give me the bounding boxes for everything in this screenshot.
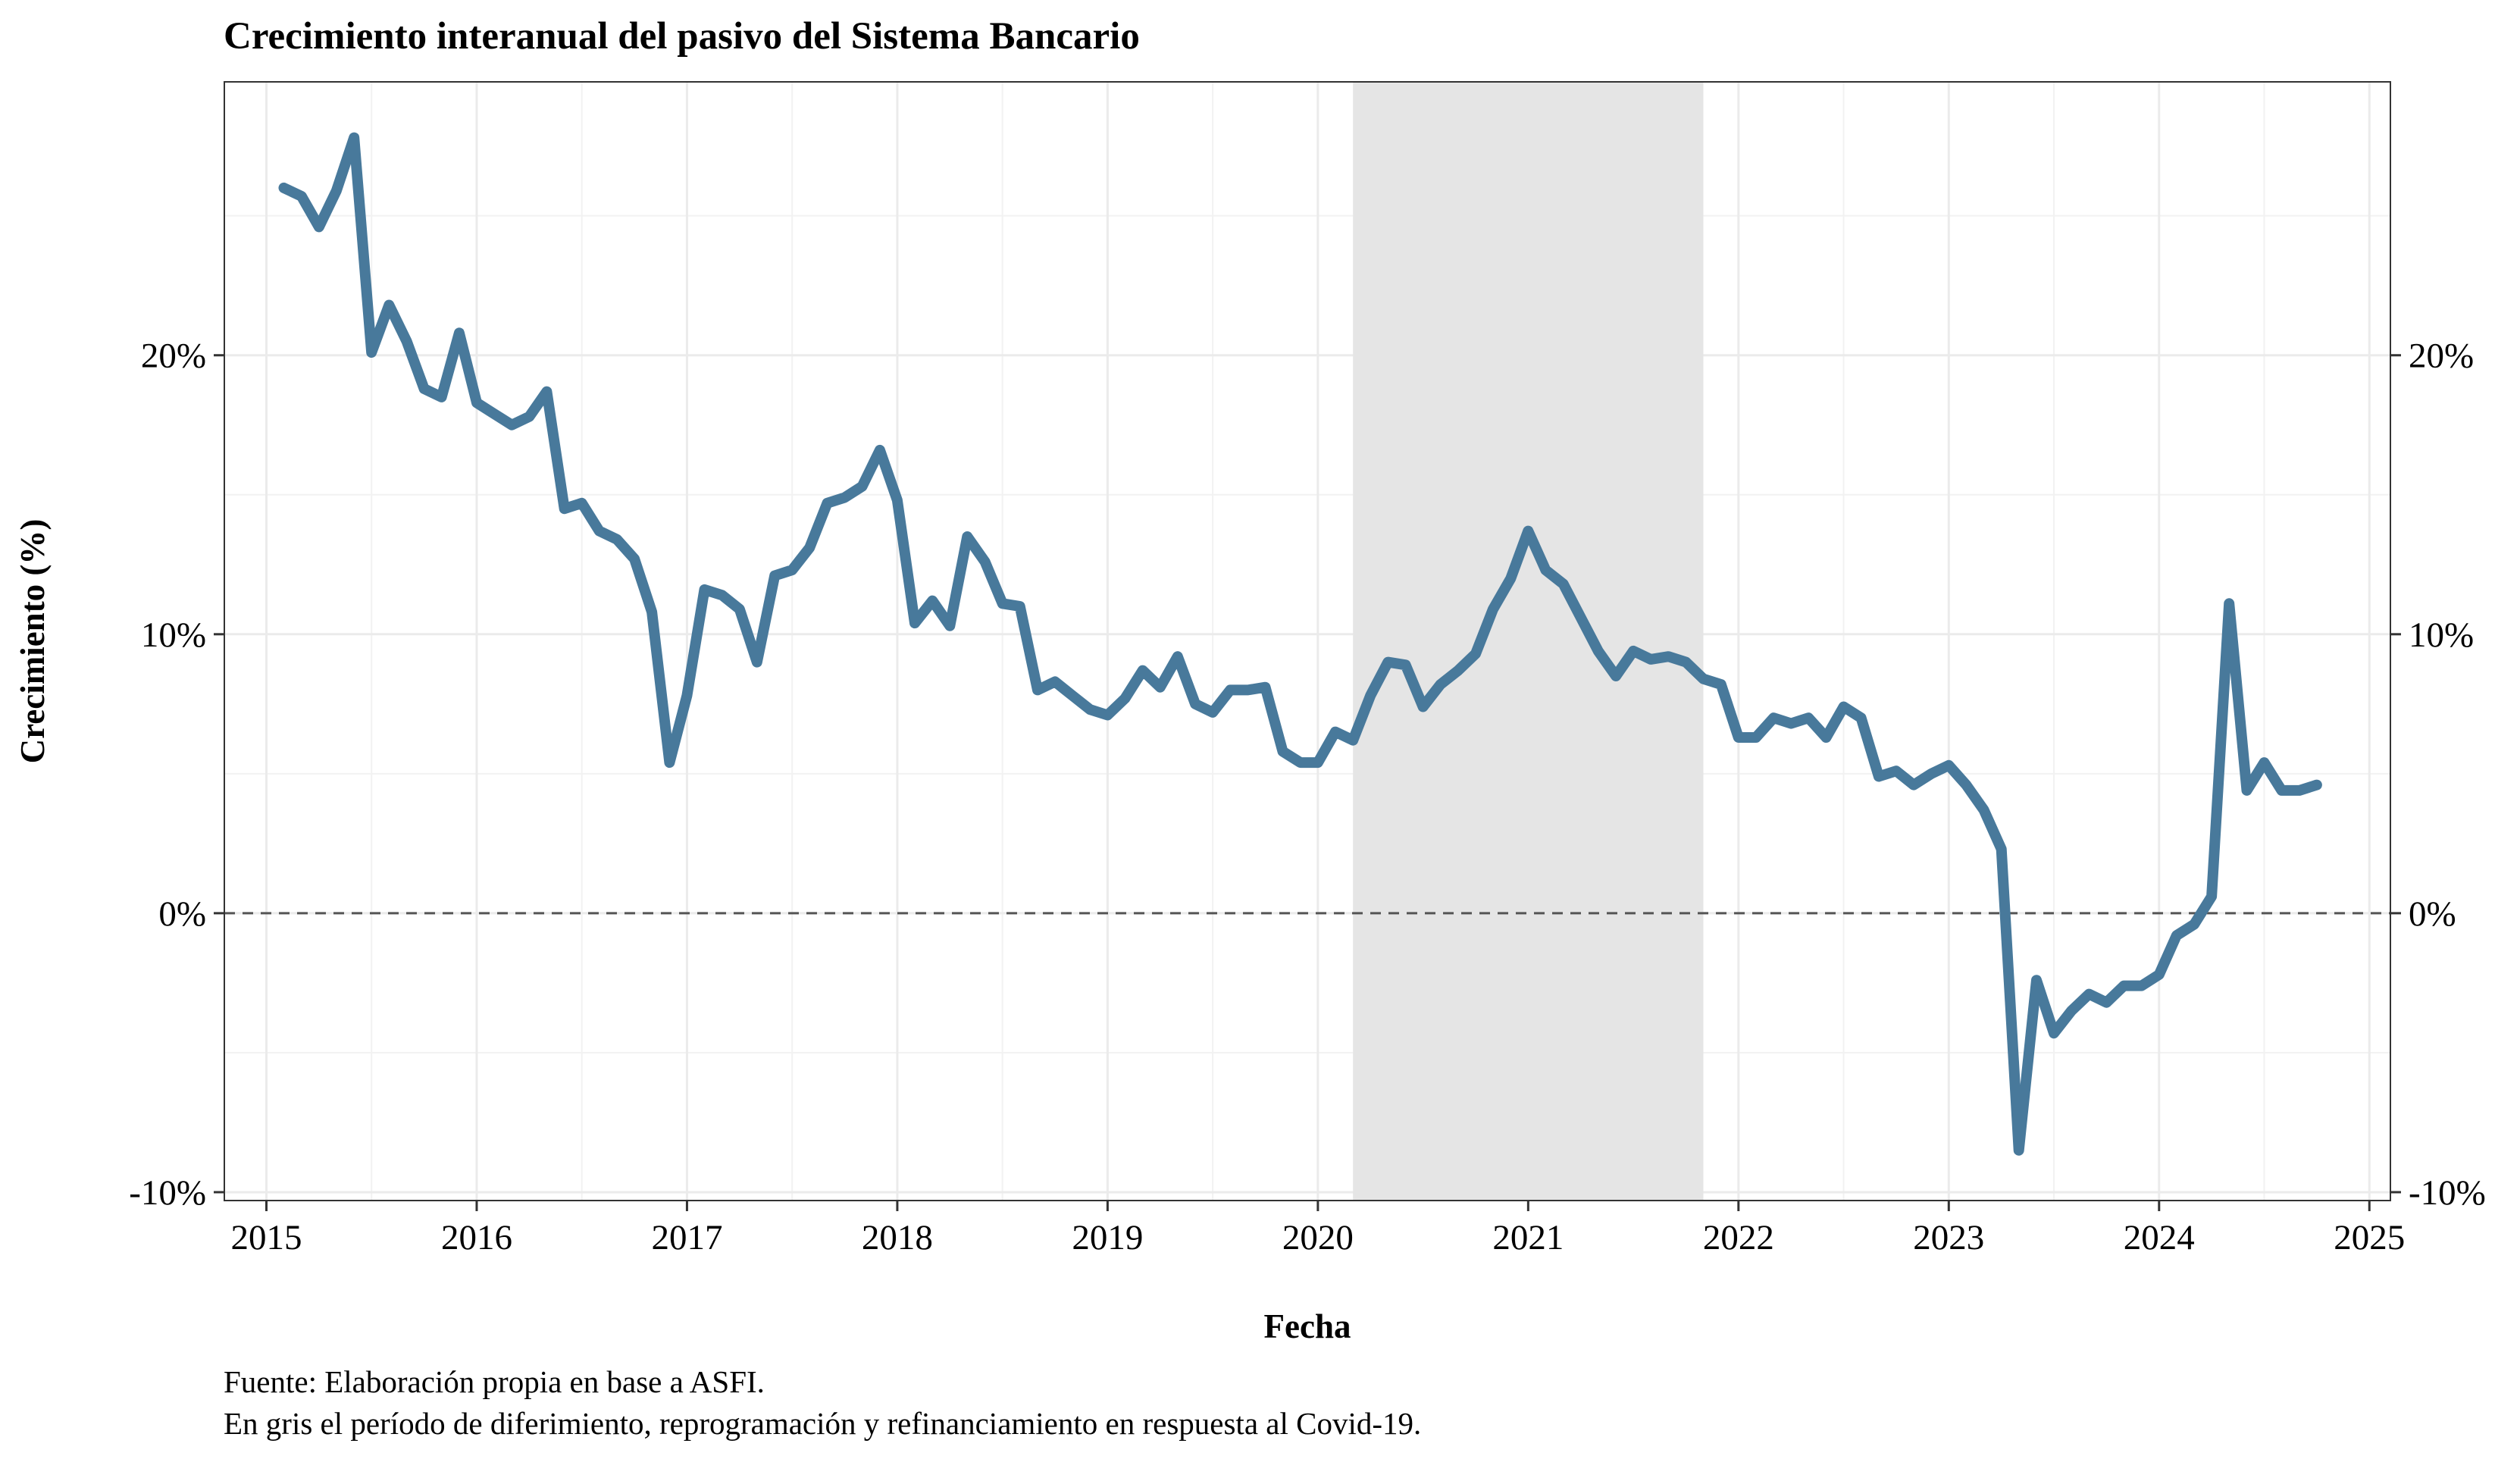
y-tick-label-right: 0% — [2409, 894, 2456, 934]
y-tick-label-left: -10% — [129, 1173, 206, 1213]
x-axis-title: Fecha — [1264, 1307, 1351, 1345]
x-tick-label: 2022 — [1703, 1218, 1774, 1257]
y-tick-label-right: 20% — [2409, 337, 2474, 376]
y-tick-label-left: 10% — [141, 615, 206, 655]
chart-title: Crecimiento interanual del pasivo del Si… — [224, 15, 1140, 58]
y-axis-right: -10% 0% 10% 20% — [2390, 337, 2486, 1213]
x-tick-label: 2024 — [2124, 1218, 2195, 1257]
covid-period-shading — [1353, 82, 1704, 1201]
caption-source: Fuente: Elaboración propia en base a ASF… — [224, 1364, 765, 1399]
x-tick-label: 2016 — [441, 1218, 512, 1257]
x-tick-label: 2015 — [230, 1218, 302, 1257]
x-tick-label: 2020 — [1282, 1218, 1354, 1257]
y-axis-left: -10% 0% 10% 20% — [129, 337, 224, 1213]
x-tick-label: 2021 — [1492, 1218, 1564, 1257]
caption-note: En gris el período de diferimiento, repr… — [224, 1406, 1421, 1441]
x-tick-label: 2017 — [651, 1218, 722, 1257]
y-tick-label-left: 0% — [158, 894, 206, 934]
x-tick-label: 2018 — [862, 1218, 933, 1257]
plot-border — [224, 81, 2391, 1201]
series-line — [278, 132, 2322, 1156]
y-tick-label-right: 10% — [2409, 615, 2474, 655]
x-tick-label: 2023 — [1913, 1218, 1984, 1257]
y-tick-label-left: 20% — [141, 337, 206, 376]
x-axis: 2015 2016 2017 2018 2019 2020 2021 2022 2023 2024… — [230, 1201, 2405, 1257]
x-tick-label: 2025 — [2334, 1218, 2405, 1257]
y-axis-title: Crecimiento (%) — [14, 519, 52, 764]
x-tick-label: 2019 — [1072, 1218, 1143, 1257]
plot-background — [224, 82, 2390, 1201]
y-tick-label-right: -10% — [2409, 1173, 2486, 1213]
